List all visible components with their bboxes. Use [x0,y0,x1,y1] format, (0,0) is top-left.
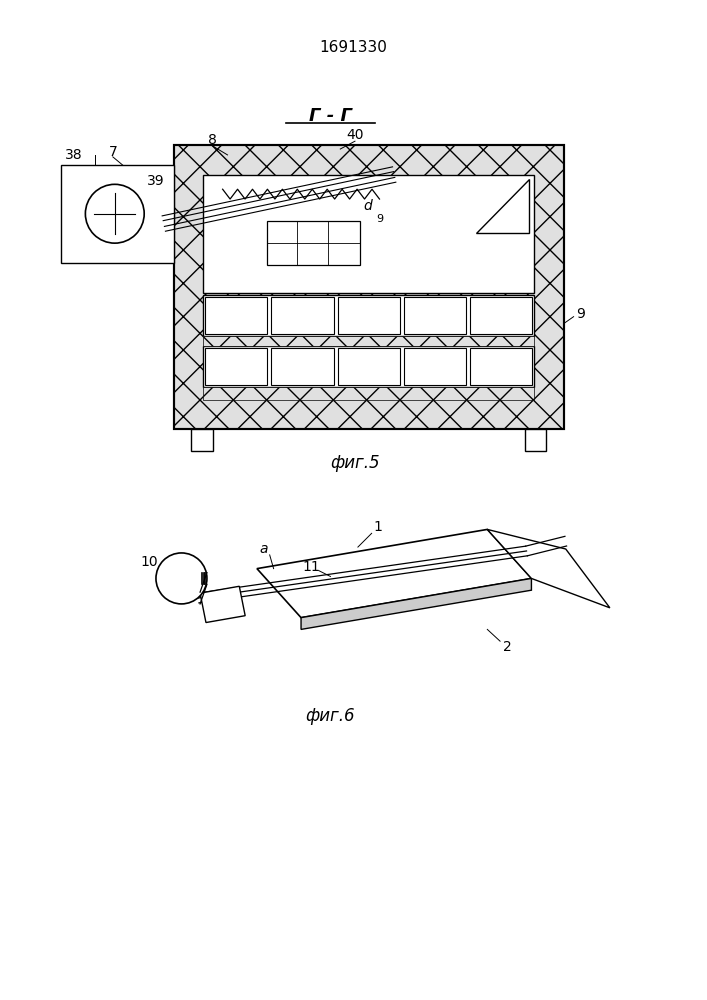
Text: 39: 39 [147,174,165,188]
Text: 11: 11 [302,560,320,574]
Bar [205,348,267,385]
Circle shape [86,184,144,243]
Text: 7: 7 [108,145,117,159]
Text: 10: 10 [140,555,158,569]
Circle shape [156,553,207,604]
Text: d: d [363,199,372,213]
Text: фиг.6: фиг.6 [305,707,356,725]
Bar [271,348,334,385]
Bar [203,387,534,400]
Text: 1: 1 [373,520,382,534]
Polygon shape [257,529,532,618]
Bar [174,145,563,429]
Text: фиг.5: фиг.5 [330,454,380,472]
Text: 40: 40 [346,128,363,142]
Bar [203,336,534,346]
Bar [525,429,546,451]
Bar [404,348,466,385]
Polygon shape [200,586,245,623]
Bar [61,165,174,263]
Polygon shape [487,529,610,608]
Text: 38: 38 [65,148,83,162]
Bar [271,297,334,334]
Bar [174,145,563,429]
Text: Г - Г: Г - Г [309,107,352,125]
Bar [337,348,400,385]
Text: 9: 9 [576,307,585,321]
Bar [337,297,400,334]
Bar [203,295,534,336]
Text: a: a [259,542,268,556]
Bar [203,175,534,293]
Text: 8: 8 [209,133,217,147]
Text: 1691330: 1691330 [319,40,387,55]
Bar [404,297,466,334]
Polygon shape [301,578,532,629]
Bar [267,221,360,265]
Bar [192,429,213,451]
Text: 9: 9 [376,214,383,224]
Bar [470,348,532,385]
Bar [470,297,532,334]
Bar [203,346,534,387]
Bar [205,297,267,334]
Polygon shape [476,179,530,233]
Text: 2: 2 [503,640,511,654]
